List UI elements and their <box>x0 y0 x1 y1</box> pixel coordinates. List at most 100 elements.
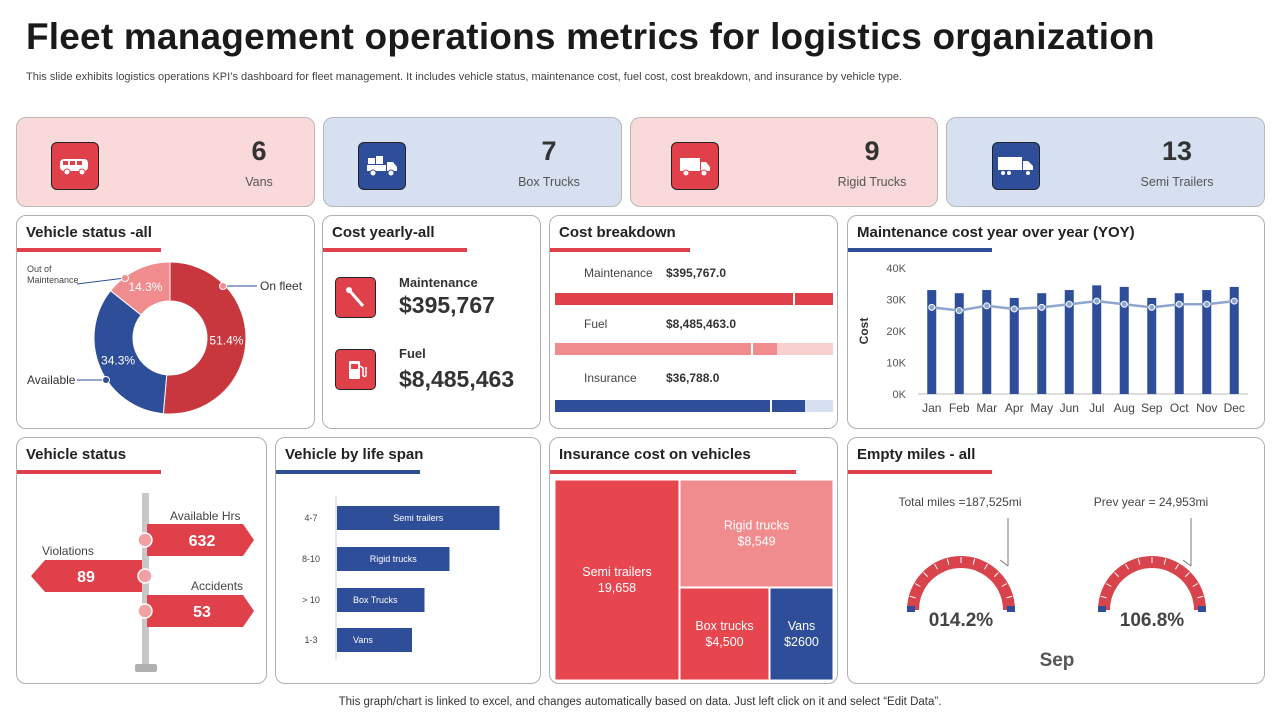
label-available: Available <box>27 373 76 387</box>
month-label: Sep <box>1040 650 1075 671</box>
insurance-treemap: Semi trailers 19,658 Rigid trucks $8,549 Box… <box>554 479 834 681</box>
bar-insurance <box>555 400 833 412</box>
y-tick-label: 40K <box>886 263 906 275</box>
bar-jun <box>1064 290 1074 394</box>
x-tick-label: Nov <box>1196 401 1217 415</box>
y-tick-label: 20K <box>886 326 906 338</box>
prev-pct: 106.8% <box>1120 610 1185 631</box>
violations-value: 89 <box>77 569 95 586</box>
slice-available <box>93 289 168 415</box>
y-tick-label: 4-7 <box>304 513 317 523</box>
tile-box-trucks <box>679 587 770 681</box>
bar-feb <box>954 293 964 394</box>
x-tick-label: Jun <box>1060 401 1079 415</box>
tile-label: Semi trailers <box>582 565 651 579</box>
fuel-pump-icon <box>335 349 376 390</box>
x-tick-label: Aug <box>1114 401 1135 415</box>
label-out-of-maintenance-1: Out of <box>27 264 52 274</box>
bar-jul <box>1092 285 1102 394</box>
trend-point <box>983 302 991 310</box>
total-pct: 014.2% <box>929 610 994 631</box>
page-subtitle: This slide exhibits logistics operations… <box>26 71 902 83</box>
life-span-bar <box>337 506 500 530</box>
y-tick-label: 1-3 <box>304 635 317 645</box>
tile-semi-trailers <box>554 479 680 681</box>
maintenance-label: Maintenance <box>399 275 478 290</box>
cost-breakdown-panel: Cost breakdown Maintenance $395,767.0 Fu… <box>549 215 838 429</box>
wrench-icon <box>335 277 376 318</box>
y-tick-label: 8-10 <box>302 554 320 564</box>
accidents-label: Accidents <box>191 579 243 593</box>
slice-on-fleet <box>162 261 247 415</box>
row-label: Fuel <box>584 317 608 331</box>
bar-aug <box>1119 286 1129 394</box>
available-hrs-label: Available Hrs <box>170 509 240 523</box>
total-miles-label: Total miles =187,525mi <box>898 495 1021 509</box>
x-tick-label: Jan <box>922 401 941 415</box>
x-tick-label: Sep <box>1141 401 1163 415</box>
bar-label: Rigid trucks <box>370 554 418 564</box>
y-tick-label: 30K <box>886 295 906 307</box>
panel-title: Vehicle by life span <box>285 446 424 463</box>
empty-miles-panel: Empty miles - all Total miles =187,525mi… <box>847 437 1265 684</box>
available-hrs-sign <box>147 524 254 556</box>
life-span-bar <box>337 588 425 612</box>
accidents-value: 53 <box>193 604 211 621</box>
x-tick-label: Jul <box>1089 401 1104 415</box>
title-underline <box>550 470 796 474</box>
violations-sign <box>31 560 142 592</box>
bar-mar <box>982 290 992 394</box>
life-span-bar <box>337 547 450 571</box>
x-tick-label: Apr <box>1005 401 1024 415</box>
row-value: $36,788.0 <box>666 371 720 385</box>
slice-label: 34.3% <box>101 353 135 367</box>
title-underline <box>848 248 992 252</box>
bar-maintenance <box>555 293 833 305</box>
footer-note: This graph/chart is linked to excel, and… <box>338 696 942 708</box>
trend-point <box>1010 305 1018 313</box>
rigid-truck-icon <box>671 142 719 190</box>
cost-yearly-panel: Cost yearly-all Maintenance $395,767 Fue… <box>322 215 541 429</box>
panel-title: Insurance cost on vehicles <box>559 446 751 463</box>
panel-title: Cost yearly-all <box>332 224 435 241</box>
kpi-label: Rigid Trucks <box>837 175 907 189</box>
trend-point <box>1148 303 1156 311</box>
trend-point <box>1065 300 1073 308</box>
bar-may <box>1037 293 1047 394</box>
kpi-value: 7 <box>541 136 557 166</box>
kpi-value: 13 <box>1161 136 1193 166</box>
trend-point <box>955 307 963 315</box>
maintenance-yoy-panel: Maintenance cost year over year (YOY) 0K… <box>847 215 1265 429</box>
trend-point <box>1175 300 1183 308</box>
kpi-label: Vans <box>245 175 273 189</box>
kpi-card-semi-trailers: 13 Semi Trailers <box>946 117 1265 207</box>
bar-oct <box>1174 293 1184 394</box>
title-underline <box>17 470 161 474</box>
trend-line <box>931 299 1235 312</box>
tile-value: $8,549 <box>737 535 775 549</box>
kpi-value: 6 <box>251 136 267 166</box>
page-title: Fleet management operations metrics for … <box>26 16 1155 57</box>
tile-label: Rigid trucks <box>724 519 789 533</box>
label-on-fleet: On fleet <box>260 279 303 293</box>
trend-point <box>1203 300 1211 308</box>
kpi-label: Semi Trailers <box>1140 175 1214 189</box>
empty-miles-gauges: Total miles =187,525mi Prev year = 24,95… <box>898 495 1208 671</box>
y-tick-label: 10K <box>886 358 906 370</box>
bar-jan <box>927 290 937 394</box>
title-underline <box>848 470 992 474</box>
x-tick-label: Mar <box>976 401 997 415</box>
bar-label: Vans <box>353 635 373 645</box>
kpi-value: 9 <box>864 136 880 166</box>
bar-label: Semi trailers <box>393 513 444 523</box>
x-tick-label: Dec <box>1224 401 1245 415</box>
bar-dec <box>1229 286 1239 394</box>
panel-title: Empty miles - all <box>857 446 976 463</box>
title-underline <box>550 248 690 252</box>
bar-nov <box>1202 290 1212 394</box>
title-underline <box>17 248 161 252</box>
x-tick-label: Feb <box>949 401 970 415</box>
trend-point <box>1093 297 1101 305</box>
kpi-card-rigid-trucks: 9 Rigid Trucks <box>630 117 938 207</box>
vehicle-status-all-panel: Vehicle status -all 51.4% 34.3% 14.3% Out … <box>16 215 315 429</box>
